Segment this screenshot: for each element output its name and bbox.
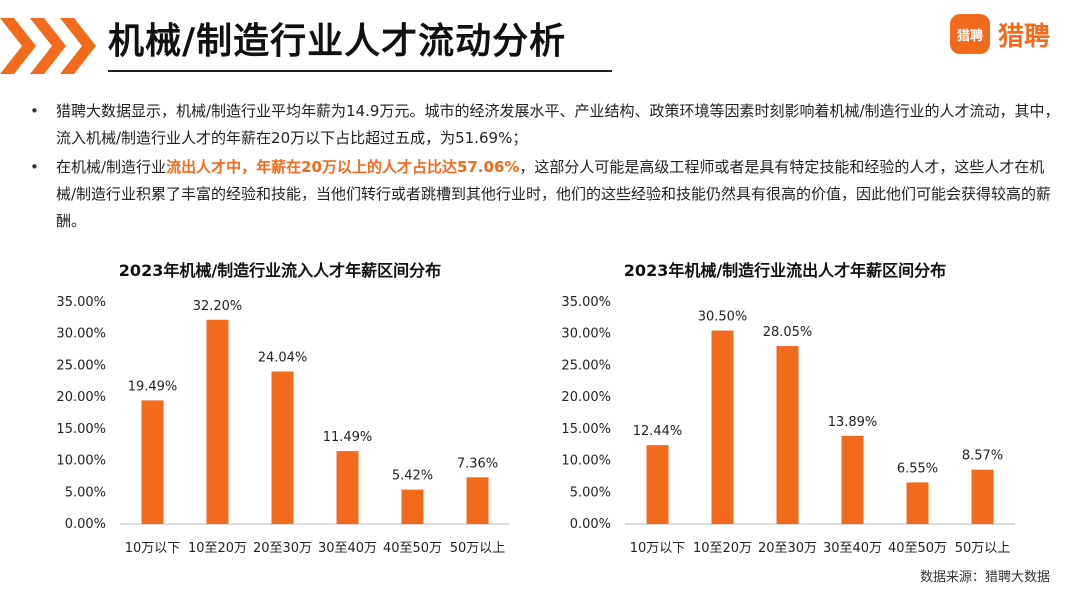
data-source: 数据来源：猎聘大数据 [919, 570, 1050, 585]
x-tick-label: 40至50万 [888, 541, 947, 556]
bar [141, 400, 164, 524]
chart-title: 2023年机械/制造行业流入人才年薪区间分布 [119, 261, 441, 280]
chevron-arrows-icon [0, 18, 96, 74]
x-tick-label: 10万以下 [630, 541, 686, 556]
y-tick-label: 0.00% [570, 517, 611, 532]
y-tick-label: 15.00% [56, 422, 106, 437]
data-label: 5.42% [392, 469, 433, 484]
bar [971, 469, 994, 524]
y-tick-label: 30.00% [561, 327, 611, 342]
bar [466, 477, 489, 524]
data-label: 30.50% [698, 310, 748, 325]
data-label: 24.04% [258, 351, 308, 366]
bullet-2-before: 在机械/制造行业 [56, 158, 167, 176]
y-tick-label: 30.00% [56, 327, 106, 342]
x-tick-label: 10万以下 [125, 541, 181, 556]
y-tick-label: 25.00% [56, 358, 106, 373]
y-tick-label: 35.00% [56, 295, 106, 310]
bullet-1: 猎聘大数据显示，机械/制造行业平均年薪为14.9万元。城市的经济发展水平、产业结… [30, 98, 1060, 152]
bullet-2: 在机械/制造行业流出人才中，年薪在20万以上的人才占比达57.06%，这部分人可… [30, 154, 1060, 235]
bar [841, 435, 864, 524]
data-label: 32.20% [193, 299, 243, 314]
outflow-salary-chart: 2023年机械/制造行业流出人才年薪区间分布 0.00% 5.00% 10.00% 15… [561, 261, 1015, 556]
data-label: 6.55% [897, 461, 938, 476]
data-label: 13.89% [828, 415, 878, 430]
summary-bullets: 猎聘大数据显示，机械/制造行业平均年薪为14.9万元。城市的经济发展水平、产业结… [30, 98, 1060, 237]
bar [776, 346, 799, 524]
bar [711, 330, 734, 524]
x-tick-label: 20至30万 [758, 541, 817, 556]
y-tick-label: 5.00% [65, 485, 106, 500]
title-underline [108, 70, 612, 72]
data-label: 28.05% [763, 325, 813, 340]
y-tick-label: 35.00% [561, 295, 611, 310]
y-tick-label: 5.00% [570, 485, 611, 500]
logo-icon: 猎聘 [950, 14, 990, 54]
chart-title: 2023年机械/制造行业流出人才年薪区间分布 [624, 261, 946, 280]
y-tick-label: 15.00% [561, 422, 611, 437]
bar [206, 319, 229, 524]
y-tick-label: 20.00% [561, 390, 611, 405]
x-tick-label: 10至20万 [693, 541, 752, 556]
x-tick-label: 20至30万 [253, 541, 312, 556]
bar [401, 489, 424, 524]
bullet-2-highlight: 流出人才中，年薪在20万以上的人才占比达57.06% [166, 158, 520, 176]
x-tick-label: 50万以上 [450, 541, 506, 556]
y-tick-label: 20.00% [56, 390, 106, 405]
bar [906, 482, 929, 524]
bar [336, 451, 359, 524]
y-tick-label: 0.00% [65, 517, 106, 532]
x-tick-label: 40至50万 [383, 541, 442, 556]
x-tick-label: 50万以上 [955, 541, 1011, 556]
bullet-1-text: 猎聘大数据显示，机械/制造行业平均年薪为14.9万元。城市的经济发展水平、产业结… [56, 102, 1060, 147]
brand-logo: 猎聘 猎聘 [950, 14, 1050, 54]
y-tick-label: 10.00% [561, 454, 611, 469]
bullet-2-after: ，这部分人可能是高级工程师或者是具有特定技能和经验的人才，这些人才在机械/制造行… [56, 158, 1052, 230]
y-tick-label: 10.00% [56, 454, 106, 469]
page-title: 机械/制造行业人才流动分析 [108, 21, 567, 62]
inflow-salary-chart: 2023年机械/制造行业流入人才年薪区间分布 0.00% 5.00% 10.00% 15… [56, 261, 510, 556]
data-label: 8.57% [962, 449, 1003, 464]
data-label: 7.36% [457, 456, 498, 471]
data-label: 12.44% [633, 424, 683, 439]
data-label: 11.49% [323, 430, 373, 445]
x-tick-label: 30至40万 [823, 541, 882, 556]
data-label: 19.49% [128, 379, 178, 394]
logo-text: 猎聘 [998, 21, 1051, 52]
bar [271, 371, 294, 524]
x-tick-label: 10至20万 [188, 541, 247, 556]
x-tick-label: 30至40万 [318, 541, 377, 556]
y-tick-label: 25.00% [561, 358, 611, 373]
bar [646, 445, 669, 524]
